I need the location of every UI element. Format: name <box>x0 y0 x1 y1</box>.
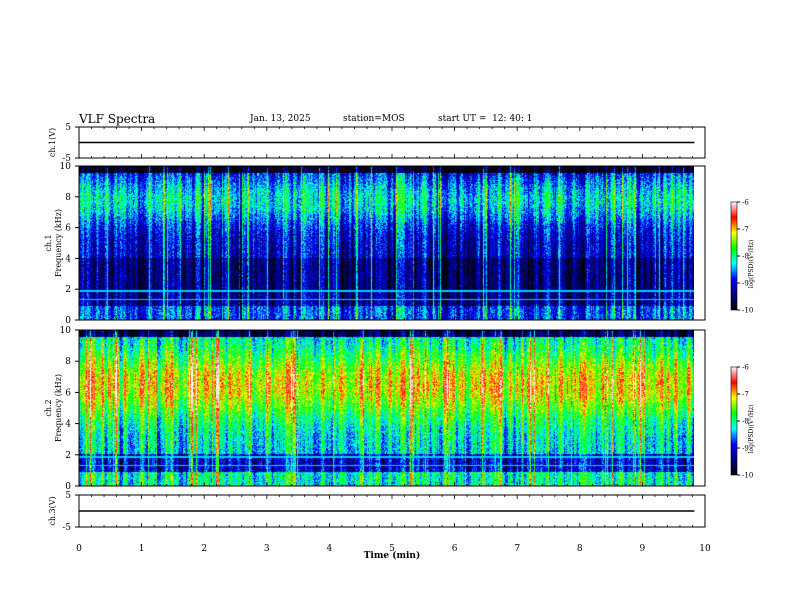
colorbar-tick-label: -6 <box>742 199 749 207</box>
date-label: Jan. 13, 2025 <box>250 114 311 124</box>
x-tick-label: 5 <box>389 544 395 554</box>
spectrogram-image <box>79 166 694 320</box>
colorbar-tick-label: -8 <box>742 418 749 426</box>
y-tick-label: 5 <box>65 491 71 501</box>
y-tick-label: 2 <box>65 451 71 461</box>
y-tick-label: 0 <box>65 482 71 492</box>
y-tick-label: 2 <box>65 285 71 295</box>
x-tick-label: 9 <box>640 544 646 554</box>
x-tick-label: 3 <box>264 544 270 554</box>
x-tick-label: 1 <box>139 544 145 554</box>
start-ut-label: start UT = 12: 40: 1 <box>438 114 533 124</box>
x-tick-label: 6 <box>452 544 458 554</box>
y-tick-label: -5 <box>62 154 71 164</box>
x-tick-label: 2 <box>201 544 207 554</box>
station-label: station=MOS <box>343 114 405 124</box>
y-tick-label: 4 <box>65 254 71 264</box>
y-tick-label: 5 <box>65 123 71 133</box>
y-tick-label: 10 <box>60 326 72 336</box>
y-tick-label: 8 <box>65 357 71 367</box>
colorbar-tick-label: -8 <box>742 253 749 261</box>
y-tick-label: 8 <box>65 193 71 203</box>
figure-title: VLF Spectra <box>79 112 156 126</box>
colorbar-tick-label: -9 <box>742 445 749 453</box>
x-tick-label: 4 <box>327 544 333 554</box>
y-axis-label: ch.1(V) <box>48 128 57 157</box>
colorbar-label: log(PSD)(V²/Hz) <box>748 240 755 289</box>
y-tick-label: 6 <box>65 388 71 398</box>
y-axis-label: ch.2Frequency (kHz) <box>44 374 63 442</box>
y-tick-label: 0 <box>65 316 71 326</box>
colorbar-label: log(PSD)(V²/Hz) <box>748 405 755 454</box>
colorbar-tick-label: -7 <box>742 226 749 234</box>
y-tick-label: -5 <box>62 523 71 533</box>
colorbar-tick-label: -10 <box>742 307 753 315</box>
spectrogram-image <box>79 330 694 486</box>
x-tick-label: 7 <box>514 544 520 554</box>
colorbar-tick-label: -6 <box>742 364 749 372</box>
colorbar <box>730 366 738 476</box>
x-tick-label: 10 <box>699 544 711 554</box>
y-axis-label: ch.1Frequency (kHz) <box>44 209 63 277</box>
colorbar <box>730 201 738 311</box>
x-axis-label: Time (min) <box>364 550 421 561</box>
y-tick-label: 4 <box>65 420 71 430</box>
x-tick-label: 0 <box>76 544 82 554</box>
x-tick-label: 8 <box>577 544 583 554</box>
colorbar-tick-label: -9 <box>742 280 749 288</box>
y-tick-label: 10 <box>60 162 72 172</box>
colorbar-tick-label: -10 <box>742 472 753 480</box>
y-tick-label: 6 <box>65 224 71 234</box>
y-axis-label: ch.3(V) <box>48 496 57 525</box>
colorbar-tick-label: -7 <box>742 391 749 399</box>
